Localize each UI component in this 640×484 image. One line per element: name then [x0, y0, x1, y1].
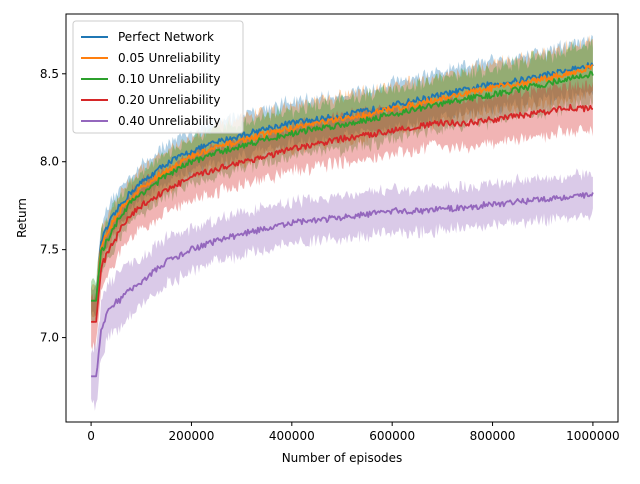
x-tick-label: 1000000 [566, 429, 619, 443]
y-tick-label: 7.5 [40, 243, 59, 257]
series-line-0-10-unreliability [91, 70, 594, 302]
legend-label-0-10-unreliability: 0.10 Unreliability [118, 72, 220, 86]
x-tick-label: 400000 [269, 429, 315, 443]
band-0-20-unreliability [91, 77, 593, 351]
legend-box [72, 20, 244, 134]
legend-label-0-20-unreliability: 0.20 Unreliability [118, 93, 220, 107]
band-perfect-network [91, 34, 593, 318]
series-line-0-40-unreliability [91, 192, 594, 378]
series-line-0-20-unreliability [91, 103, 594, 323]
band-0-40-unreliability [91, 168, 593, 411]
y-axis-ticks: 7.0 7.5 8.0 8.5 [40, 67, 66, 345]
y-axis-label: Return [15, 198, 29, 238]
x-tick-label: 800000 [470, 429, 516, 443]
legend-label-0-05-unreliability: 0.05 Unreliability [118, 51, 220, 65]
x-axis-label: Number of episodes [282, 451, 403, 465]
confidence-bands [91, 34, 593, 411]
x-tick-label: 0 [87, 429, 95, 443]
series-lines [91, 62, 594, 378]
legend-label-perfect-network: Perfect Network [118, 30, 214, 44]
x-tick-label: 200000 [169, 429, 215, 443]
y-tick-label: 8.0 [40, 155, 59, 169]
plot-frame [65, 13, 619, 423]
y-tick-label: 8.5 [40, 67, 59, 81]
band-0-05-unreliability [91, 35, 593, 318]
y-tick-label: 7.0 [40, 331, 59, 345]
x-tick-label: 600000 [369, 429, 415, 443]
band-0-10-unreliability [91, 38, 593, 324]
legend: Perfect Network 0.05 Unreliability 0.10 Un… [72, 20, 244, 134]
series-line-perfect-network [91, 62, 594, 302]
legend-label-0-40-unreliability: 0.40 Unreliability [118, 114, 220, 128]
x-axis-ticks: 0 200000 400000 600000 800000 1000000 [87, 422, 620, 443]
series-line-0-05-unreliability [91, 64, 594, 302]
